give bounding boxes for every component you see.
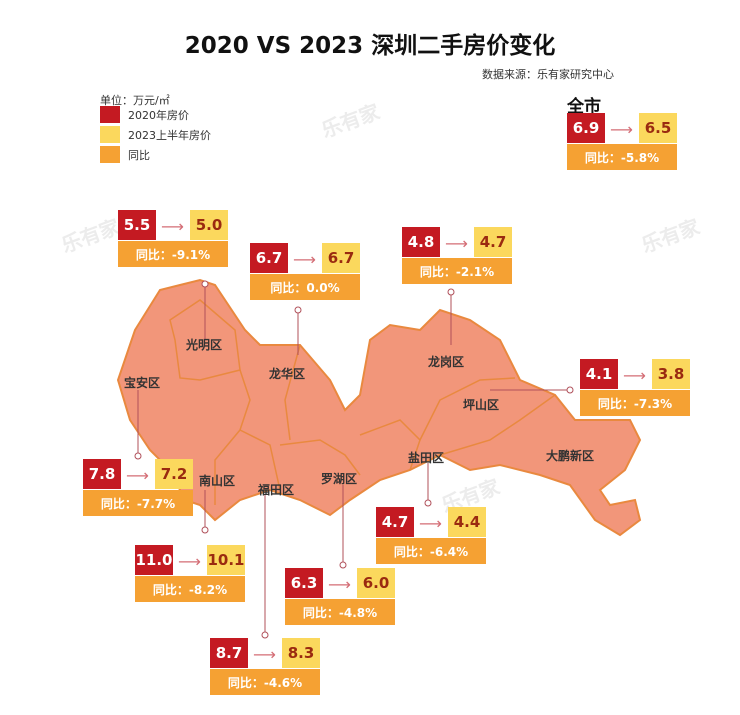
price-2023: 4.4 [448,507,486,537]
district-label: 盐田区 [408,451,445,465]
price-2023: 3.8 [652,359,690,389]
unit-label: 单位：万元/㎡ [100,94,170,107]
city-label: 全市 [567,97,601,117]
district-label: 南山区 [199,474,236,488]
price-2020: 4.8 [402,227,440,257]
district-label: 龙华区 [269,367,306,381]
price-2020: 4.7 [376,507,414,537]
price-2020: 7.8 [83,459,121,489]
yoy-change: 同比：-5.8% [567,144,677,170]
arrow-icon: ⟶ [178,552,201,571]
price-2020: 8.7 [210,638,248,668]
yoy-change: 同比：-9.1% [118,241,228,267]
yoy-change: 同比：-4.8% [285,599,395,625]
price-2023: 8.3 [282,638,320,668]
district-label: 光明区 [186,338,223,352]
district-price-box: 7.8 ⟶ 7.2 同比：-7.7% [83,459,193,516]
price-2023: 10.1 [207,545,245,575]
yoy-change: 同比：-7.7% [83,490,193,516]
district-price-box: 4.1 ⟶ 3.8 同比：-7.3% [580,359,690,416]
price-2023: 6.7 [322,243,360,273]
yoy-change: 同比：-7.3% [580,390,690,416]
arrow-icon: ⟶ [293,250,316,269]
district-price-box: 6.3 ⟶ 6.0 同比：-4.8% [285,568,395,625]
arrow-icon: ⟶ [445,234,468,253]
price-2020: 4.1 [580,359,618,389]
data-source: 数据来源：乐有家研究中心 [482,68,614,81]
price-2020: 6.3 [285,568,323,598]
page-title: 2020 VS 2023 深圳二手房价变化 [184,33,556,59]
yoy-change: 同比：0.0% [250,274,360,300]
district-label: 宝安区 [124,376,161,390]
map-shape [116,278,642,537]
district-label: 大鹏新区 [546,449,595,463]
price-2023: 6.0 [357,568,395,598]
price-2020: 6.9 [567,113,605,143]
district-price-box: 6.7 ⟶ 6.7 同比：0.0% [250,243,360,300]
price-2020: 6.7 [250,243,288,273]
price-2020: 11.0 [135,545,173,575]
district-label: 罗湖区 [321,472,358,486]
arrow-icon: ⟶ [623,366,646,385]
price-2023: 5.0 [190,210,228,240]
district-price-box: 5.5 ⟶ 5.0 同比：-9.1% [118,210,228,267]
yoy-change: 同比：-2.1% [402,258,512,284]
yoy-change: 同比：-6.4% [376,538,486,564]
arrow-icon: ⟶ [253,645,276,664]
arrow-icon: ⟶ [126,466,149,485]
district-label: 福田区 [258,483,295,497]
district-price-box: 4.7 ⟶ 4.4 同比：-6.4% [376,507,486,564]
district-price-box: 4.8 ⟶ 4.7 同比：-2.1% [402,227,512,284]
arrow-icon: ⟶ [610,120,633,139]
yoy-change: 同比：-4.6% [210,669,320,695]
arrow-icon: ⟶ [161,217,184,236]
legend-item-2023: 2023上半年房价 [100,126,211,143]
city-price-box: 6.9 ⟶ 6.5 同比：-5.8% [567,113,677,170]
legend-item-2020: 2020年房价 [100,106,189,123]
district-price-box: 11.0 ⟶ 10.1 同比：-8.2% [135,545,245,602]
yoy-change: 同比：-8.2% [135,576,245,602]
legend-item-yoy: 同比 [100,146,150,163]
price-2023: 7.2 [155,459,193,489]
district-label: 龙岗区 [428,355,465,369]
district-label: 坪山区 [463,398,500,412]
arrow-icon: ⟶ [328,575,351,594]
arrow-icon: ⟶ [419,514,442,533]
price-2020: 5.5 [118,210,156,240]
district-price-box: 8.7 ⟶ 8.3 同比：-4.6% [210,638,320,695]
price-2023: 4.7 [474,227,512,257]
price-2023: 6.5 [639,113,677,143]
